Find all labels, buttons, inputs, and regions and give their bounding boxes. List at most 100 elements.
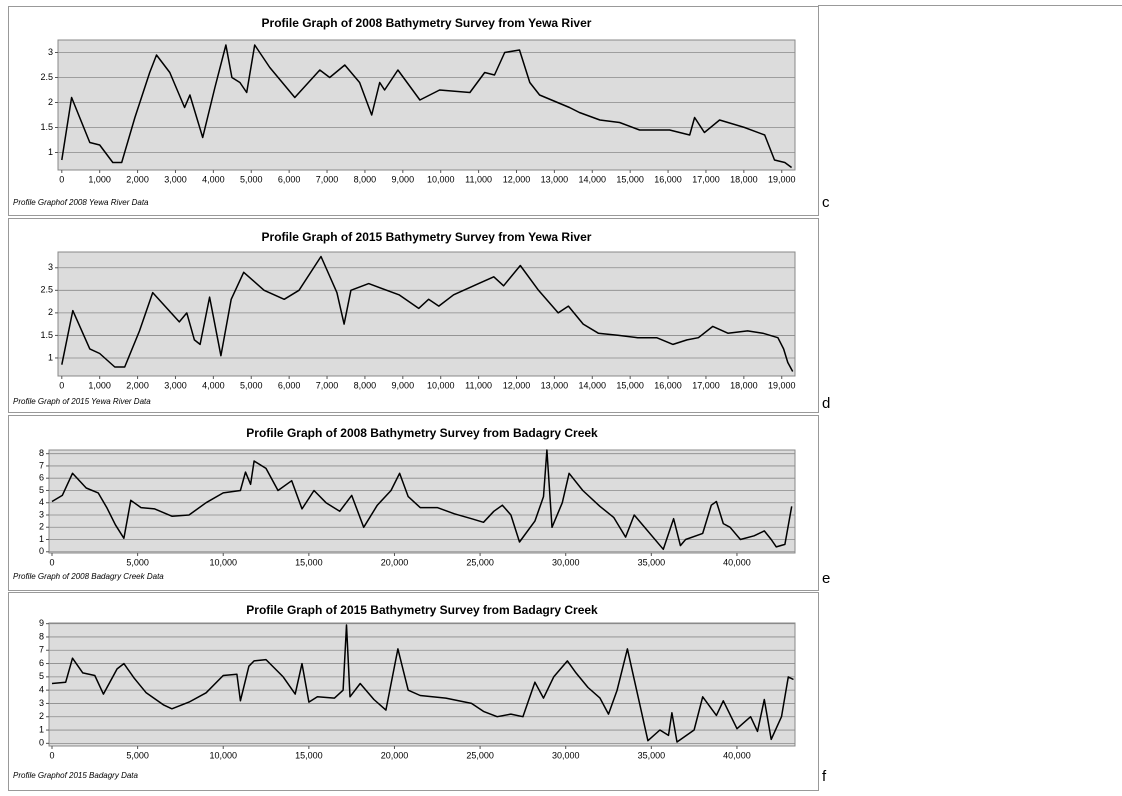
y-tick-label: 4 [39, 497, 44, 507]
plot-area [57, 251, 796, 377]
x-tick-label: 11,000 [465, 174, 492, 184]
x-tick-label: 15,000 [295, 557, 323, 567]
x-tick-label: 0 [59, 380, 64, 390]
x-tick-label: 1,000 [88, 380, 111, 390]
footnote: Profile Graph of 2015 Yewa River Data [13, 397, 151, 406]
x-tick-label: 40,000 [723, 750, 751, 760]
profile-line [51, 449, 793, 551]
x-tick-label: 1,000 [88, 174, 111, 184]
y-tick-label: 6 [39, 473, 44, 483]
plot-area [48, 622, 796, 747]
x-tick-label: 4,000 [202, 174, 225, 184]
y-tick-label: 6 [39, 658, 44, 668]
x-tick-label: 19,000 [768, 174, 796, 184]
x-tick-label: 8,000 [354, 380, 377, 390]
y-tick-label: 8 [39, 448, 44, 458]
x-tick-label: 17,000 [692, 380, 720, 390]
x-tick-label: 8,000 [354, 174, 377, 184]
footnote: Profile Graphof 2015 Badagry Data [13, 771, 139, 780]
chart-title: Profile Graph of 2015 Bathymetry Survey … [262, 230, 592, 244]
x-tick-label: 15,000 [616, 380, 644, 390]
chart-title: Profile Graph of 2008 Bathymetry Survey … [246, 426, 598, 440]
x-tick-label: 0 [49, 750, 54, 760]
y-tick-label: 0 [39, 546, 44, 556]
x-tick-label: 35,000 [638, 557, 666, 567]
x-tick-label: 2,000 [126, 380, 149, 390]
x-tick-label: 9,000 [392, 174, 415, 184]
y-tick-label: 8 [39, 631, 44, 641]
y-tick-label: 2 [48, 97, 53, 107]
x-tick-label: 6,000 [278, 380, 301, 390]
x-tick-label: 16,000 [654, 174, 682, 184]
x-tick-label: 15,000 [295, 750, 323, 760]
y-tick-label: 3 [48, 47, 53, 57]
x-tick-label: 6,000 [278, 174, 301, 184]
x-tick-label: 30,000 [552, 557, 580, 567]
panel-label: e [822, 570, 830, 587]
chart-title: Profile Graph of 2015 Bathymetry Survey … [246, 603, 598, 617]
y-tick-label: 1 [48, 147, 53, 157]
x-tick-label: 3,000 [164, 380, 187, 390]
x-tick-label: 20,000 [381, 750, 409, 760]
x-tick-label: 4,000 [202, 380, 225, 390]
plot-area [57, 39, 796, 171]
profile-line [61, 255, 794, 372]
y-tick-label: 3 [39, 698, 44, 708]
x-tick-label: 19,000 [768, 380, 796, 390]
y-tick-label: 5 [39, 485, 44, 495]
y-tick-label: 1.5 [40, 122, 53, 132]
x-tick-label: 20,000 [381, 557, 409, 567]
x-tick-label: 18,000 [730, 380, 758, 390]
y-tick-label: 2 [39, 711, 44, 721]
y-tick-label: 0 [39, 738, 44, 748]
x-tick-label: 18,000 [730, 174, 758, 184]
y-tick-label: 2 [48, 307, 53, 317]
panel-label: f [822, 768, 827, 785]
x-tick-label: 14,000 [579, 174, 607, 184]
x-tick-label: 0 [49, 557, 54, 567]
x-tick-label: 15,000 [616, 174, 644, 184]
plot-area [48, 449, 796, 554]
x-tick-label: 2,000 [126, 174, 149, 184]
y-tick-label: 2 [39, 522, 44, 532]
footnote: Profile Graph of 2008 Badagry Creek Data [13, 572, 164, 581]
x-tick-label: 10,000 [427, 380, 455, 390]
x-tick-label: 5,000 [240, 174, 263, 184]
x-tick-label: 13,000 [541, 174, 569, 184]
x-tick-label: 10,000 [209, 557, 237, 567]
x-tick-label: 12,000 [503, 380, 531, 390]
x-tick-label: 35,000 [638, 750, 666, 760]
x-tick-label: 13,000 [541, 380, 569, 390]
y-tick-label: 5 [39, 671, 44, 681]
profile-line [51, 624, 794, 743]
footnote: Profile Graphof 2008 Yewa River Data [13, 198, 149, 207]
x-tick-label: 5,000 [126, 750, 149, 760]
x-tick-label: 5,000 [126, 557, 149, 567]
profile-line [61, 44, 793, 169]
x-tick-label: 9,000 [392, 380, 415, 390]
y-tick-label: 2.5 [40, 285, 53, 295]
x-tick-label: 7,000 [316, 380, 339, 390]
x-tick-label: 12,000 [503, 174, 531, 184]
y-tick-label: 3 [39, 509, 44, 519]
y-tick-label: 3 [48, 262, 53, 272]
x-tick-label: 16,000 [654, 380, 682, 390]
x-tick-label: 10,000 [427, 174, 455, 184]
y-tick-label: 1 [39, 724, 44, 734]
y-tick-label: 1.5 [40, 330, 53, 340]
x-tick-label: 0 [59, 174, 64, 184]
x-tick-label: 11,000 [465, 380, 492, 390]
panel-label: d [822, 395, 830, 412]
x-tick-label: 7,000 [316, 174, 339, 184]
x-tick-label: 25,000 [466, 750, 494, 760]
x-tick-label: 10,000 [209, 750, 237, 760]
y-tick-label: 9 [39, 618, 44, 628]
x-tick-label: 17,000 [692, 174, 720, 184]
chart-title: Profile Graph of 2008 Bathymetry Survey … [262, 16, 592, 30]
x-tick-label: 40,000 [723, 557, 751, 567]
x-tick-label: 25,000 [466, 557, 494, 567]
y-tick-label: 2.5 [40, 72, 53, 82]
x-tick-label: 14,000 [579, 380, 607, 390]
